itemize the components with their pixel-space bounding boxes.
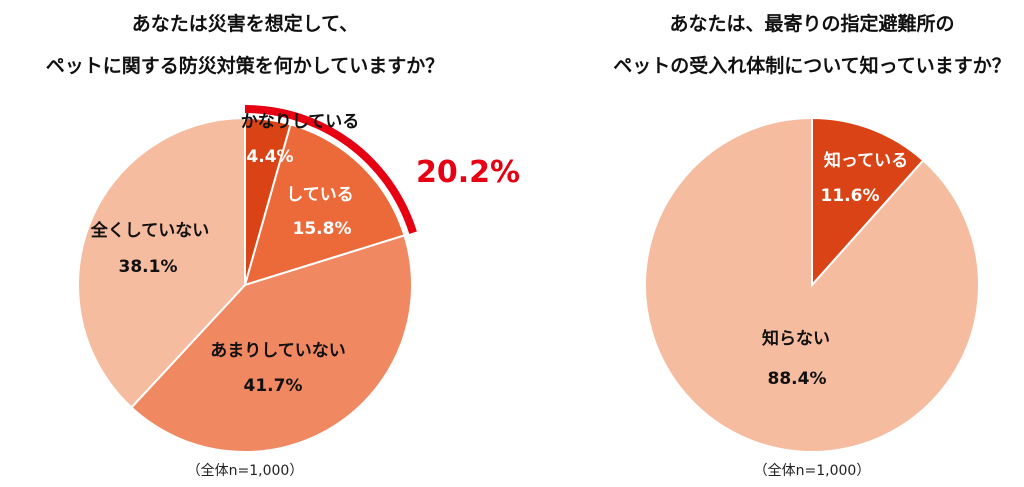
sample-size-note: （全体n=1,000） bbox=[187, 462, 304, 479]
slice-label-value: 11.6% bbox=[821, 186, 880, 206]
slice-label-value: 15.8% bbox=[293, 219, 352, 239]
sample-size-note: （全体n=1,000） bbox=[754, 462, 871, 479]
pie-chart-disaster-prep: あなたは災害を想定して、 ペットに関する防災対策を何かしていますか？ 20.2%… bbox=[46, 12, 520, 479]
slice-label-category: 知っている bbox=[823, 150, 908, 171]
slice-label-value: 38.1% bbox=[119, 257, 178, 277]
highlight-label: 20.2% bbox=[416, 155, 520, 190]
slice-label-category: 知らない bbox=[761, 328, 830, 349]
pie-slice bbox=[243, 123, 406, 287]
pie-slice bbox=[130, 234, 413, 453]
pie-slice bbox=[644, 116, 980, 453]
pie-chart-shelter-awareness: あなたは、最寄りの指定避難所の ペットの受入れ体制について知っていますか？ 知っ… bbox=[613, 12, 1010, 479]
slice-label-value: 41.7% bbox=[244, 376, 303, 396]
slice-label-value: 88.4% bbox=[768, 369, 827, 389]
chart-title-line1: あなたは災害を想定して、 bbox=[132, 12, 358, 35]
pie-slice bbox=[811, 116, 925, 288]
slice-label-category: 全くしていない bbox=[90, 220, 210, 241]
slice-label-category: かなりしている bbox=[241, 112, 360, 132]
chart-title-line2: ペットの受入れ体制について知っていますか？ bbox=[613, 54, 1010, 77]
slice-label-value: 4.4% bbox=[246, 147, 293, 167]
highlight-arc bbox=[245, 105, 417, 234]
chart-title-line2: ペットに関する防災対策を何かしていますか？ bbox=[46, 54, 444, 77]
slice-label-category: あまりしていない bbox=[210, 341, 346, 361]
slice-label-category: している bbox=[286, 185, 354, 205]
chart-title-line1: あなたは、最寄りの指定避難所の bbox=[669, 12, 954, 35]
pie-slice bbox=[77, 116, 246, 409]
